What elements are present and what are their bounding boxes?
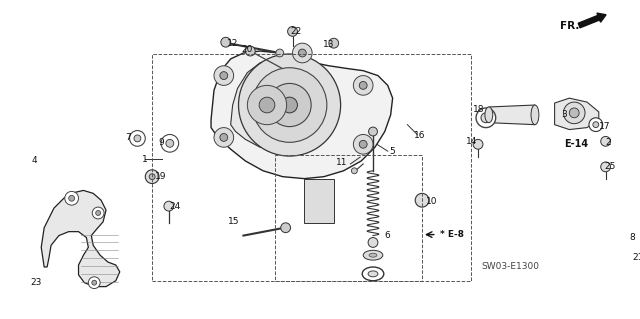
Circle shape bbox=[601, 137, 611, 146]
Text: 2: 2 bbox=[606, 138, 611, 147]
Circle shape bbox=[68, 195, 75, 201]
Circle shape bbox=[252, 68, 327, 142]
Text: 18: 18 bbox=[473, 106, 484, 115]
Ellipse shape bbox=[531, 105, 539, 125]
Circle shape bbox=[368, 238, 378, 247]
Circle shape bbox=[298, 49, 307, 57]
Circle shape bbox=[353, 135, 373, 154]
Circle shape bbox=[593, 122, 599, 128]
Circle shape bbox=[245, 46, 255, 56]
Circle shape bbox=[292, 43, 312, 63]
Text: 13: 13 bbox=[323, 40, 335, 49]
Circle shape bbox=[259, 97, 275, 113]
Text: FR.: FR. bbox=[560, 21, 579, 32]
Circle shape bbox=[149, 174, 155, 180]
Text: 9: 9 bbox=[158, 138, 164, 147]
Polygon shape bbox=[555, 98, 599, 130]
Text: 1: 1 bbox=[142, 154, 148, 164]
Polygon shape bbox=[230, 58, 336, 149]
Circle shape bbox=[351, 168, 357, 174]
Circle shape bbox=[476, 108, 496, 128]
Circle shape bbox=[134, 135, 141, 142]
Circle shape bbox=[281, 223, 291, 233]
Circle shape bbox=[92, 207, 104, 219]
Text: 3: 3 bbox=[561, 110, 567, 119]
Circle shape bbox=[92, 280, 97, 285]
Circle shape bbox=[563, 102, 585, 124]
Circle shape bbox=[161, 135, 179, 152]
Circle shape bbox=[473, 139, 483, 149]
Circle shape bbox=[268, 84, 311, 127]
Text: 8: 8 bbox=[629, 233, 635, 242]
Text: E-14: E-14 bbox=[564, 139, 589, 149]
Circle shape bbox=[220, 133, 228, 141]
Ellipse shape bbox=[369, 253, 377, 257]
Circle shape bbox=[239, 54, 340, 156]
Text: 20: 20 bbox=[242, 45, 253, 54]
Circle shape bbox=[589, 118, 603, 131]
Text: SW03-E1300: SW03-E1300 bbox=[481, 263, 539, 271]
Text: 21: 21 bbox=[632, 253, 640, 262]
Polygon shape bbox=[489, 105, 535, 125]
Text: 19: 19 bbox=[156, 172, 167, 181]
Circle shape bbox=[214, 66, 234, 85]
Circle shape bbox=[164, 201, 173, 211]
Circle shape bbox=[481, 113, 491, 123]
Text: 14: 14 bbox=[465, 137, 477, 146]
Polygon shape bbox=[211, 51, 392, 179]
Polygon shape bbox=[304, 179, 333, 223]
Text: 4: 4 bbox=[31, 157, 37, 166]
Text: 24: 24 bbox=[169, 202, 180, 211]
Circle shape bbox=[353, 76, 373, 95]
Circle shape bbox=[88, 277, 100, 289]
Text: 17: 17 bbox=[599, 122, 611, 131]
Circle shape bbox=[359, 140, 367, 148]
Ellipse shape bbox=[485, 107, 493, 123]
Circle shape bbox=[369, 127, 378, 136]
Circle shape bbox=[359, 81, 367, 89]
Text: 22: 22 bbox=[291, 27, 302, 36]
Text: 6: 6 bbox=[385, 231, 390, 240]
Ellipse shape bbox=[362, 267, 384, 281]
Text: 16: 16 bbox=[414, 131, 426, 140]
Circle shape bbox=[129, 130, 145, 146]
Text: 10: 10 bbox=[426, 197, 438, 206]
Circle shape bbox=[287, 26, 298, 36]
Circle shape bbox=[221, 37, 230, 47]
Circle shape bbox=[570, 108, 579, 118]
Circle shape bbox=[166, 139, 173, 147]
Circle shape bbox=[65, 191, 79, 205]
Text: 7: 7 bbox=[125, 133, 131, 142]
Circle shape bbox=[247, 85, 287, 125]
Circle shape bbox=[214, 128, 234, 147]
Circle shape bbox=[145, 170, 159, 183]
Circle shape bbox=[220, 72, 228, 79]
FancyArrow shape bbox=[578, 13, 606, 28]
Polygon shape bbox=[41, 190, 120, 286]
Circle shape bbox=[601, 162, 611, 172]
Ellipse shape bbox=[368, 271, 378, 277]
Circle shape bbox=[96, 211, 100, 215]
Text: 11: 11 bbox=[336, 159, 348, 167]
Text: 25: 25 bbox=[605, 162, 616, 171]
Text: 5: 5 bbox=[390, 147, 396, 156]
Text: 12: 12 bbox=[227, 39, 238, 48]
Ellipse shape bbox=[363, 250, 383, 260]
Circle shape bbox=[282, 97, 298, 113]
Text: * E-8: * E-8 bbox=[440, 230, 464, 239]
Circle shape bbox=[276, 49, 284, 57]
Circle shape bbox=[329, 38, 339, 48]
Text: 15: 15 bbox=[228, 217, 239, 226]
Circle shape bbox=[415, 193, 429, 207]
Text: 23: 23 bbox=[31, 278, 42, 287]
